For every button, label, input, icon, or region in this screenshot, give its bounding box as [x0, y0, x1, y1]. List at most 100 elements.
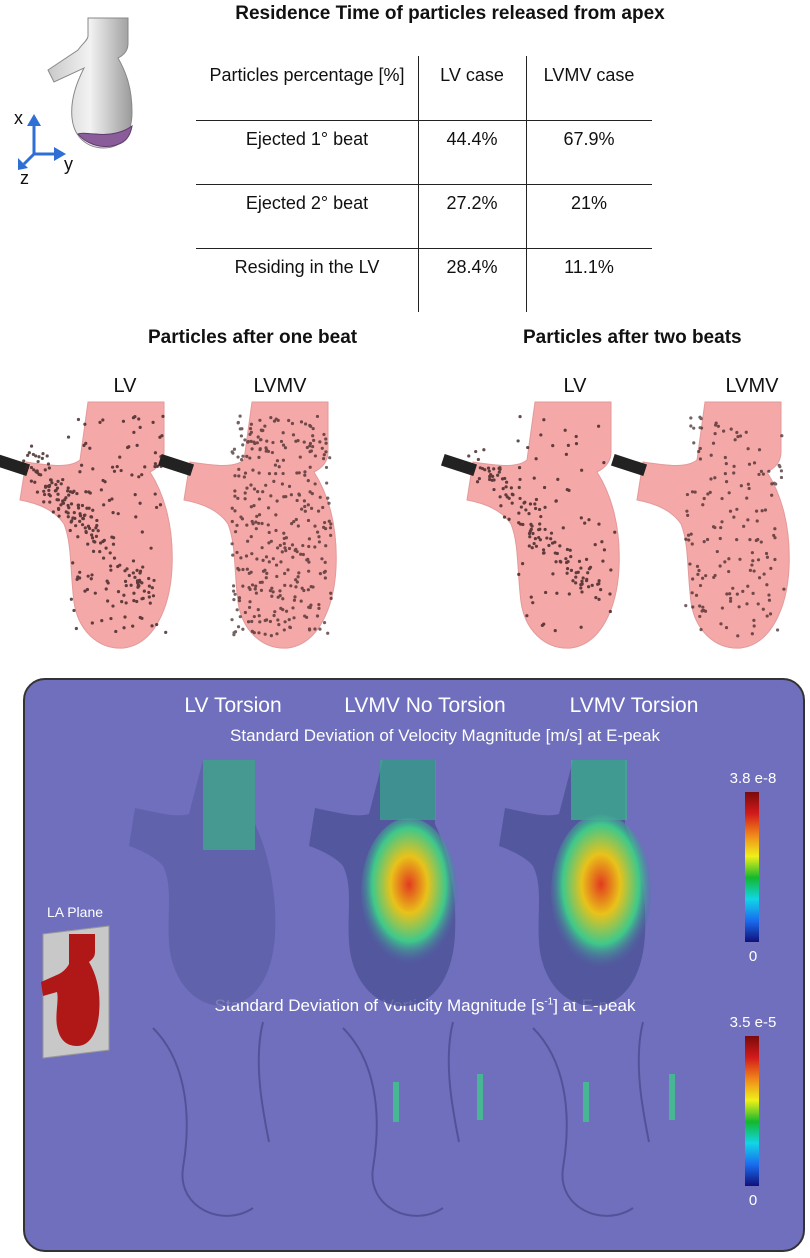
particle-dot [692, 441, 696, 445]
particle-dot [599, 588, 603, 592]
particle-dot [100, 619, 104, 623]
particle-dot [66, 515, 70, 519]
particle-dot [152, 578, 156, 583]
particle-dot [87, 506, 91, 510]
particle-dot [276, 595, 280, 599]
particle-dot [274, 417, 278, 421]
particle-dot [89, 577, 93, 581]
flow-maps [129, 760, 675, 1217]
particle-dot [93, 591, 97, 595]
particle-dot [232, 589, 236, 593]
col-lvmv-no-torsion: LVMV No Torsion [344, 694, 506, 717]
particle-dot [581, 576, 585, 580]
particle-dot [718, 564, 722, 568]
particle-dot [750, 632, 754, 636]
particle-dot [689, 532, 693, 536]
particle-dot [48, 500, 52, 504]
particle-dot [123, 569, 127, 573]
particle-dot [684, 537, 688, 541]
particle-dot [496, 473, 500, 477]
particle-dot [751, 559, 755, 563]
particle-dot [478, 466, 482, 470]
particle-dot [270, 450, 275, 455]
particle-dot [284, 549, 288, 553]
particle-dot [775, 628, 780, 632]
particle-dot [736, 435, 740, 439]
particle-dot [549, 531, 554, 535]
particle-dot [291, 555, 295, 559]
particle-dot [137, 584, 141, 588]
particle-dot [154, 505, 159, 510]
particle-dot [243, 471, 248, 475]
particle-dot [311, 426, 315, 431]
particle-dot [507, 517, 511, 521]
particle-dot [239, 458, 244, 462]
particle-dot [258, 620, 262, 624]
particle-dot [101, 478, 105, 483]
particle-dot [696, 572, 700, 576]
particle-dot [29, 444, 34, 448]
particle-dot [254, 584, 258, 588]
particle-dot [321, 457, 326, 461]
particle-dot [523, 500, 527, 504]
particle-dot [254, 527, 258, 531]
particle-dot [43, 468, 47, 472]
particle-dot [701, 503, 705, 507]
particle-dot [274, 472, 278, 476]
particle-dot [131, 571, 135, 575]
particle-dot [110, 535, 114, 539]
particle-dot [302, 588, 306, 593]
particle-dot [541, 548, 546, 552]
particle-dot [539, 514, 543, 519]
heart-model-icon [47, 17, 133, 149]
particle-dot [75, 491, 79, 496]
particle-dot [147, 584, 151, 588]
particle-dot [261, 490, 265, 494]
particle-dot [283, 546, 287, 550]
particle-dot [752, 618, 756, 622]
particle-dot [279, 606, 283, 610]
particle-dot [55, 498, 59, 502]
particle-dot [742, 524, 746, 528]
label-lvmv: LVMV [253, 375, 307, 397]
particle-dot [580, 579, 584, 583]
particle-dot [509, 486, 513, 490]
particle-dot [719, 622, 723, 626]
particle-dot [239, 434, 244, 438]
particle-dot [728, 509, 733, 513]
particle-dot [713, 573, 717, 578]
particle-dot [230, 506, 234, 510]
particle-dot [132, 591, 136, 595]
particle-dot [738, 434, 743, 438]
particle-dot [233, 530, 238, 534]
label-lv: LV [113, 375, 137, 397]
particle-dot [725, 592, 729, 596]
particle-dot [274, 528, 278, 533]
particle-dot [532, 476, 536, 480]
particle-dot [608, 609, 612, 614]
particle-dot [37, 455, 41, 459]
particle-dot [140, 473, 144, 477]
particle-dot [236, 455, 240, 459]
particle-dot [61, 477, 65, 482]
particle-dot [290, 543, 295, 547]
particle-dot [56, 492, 60, 496]
particle-dot [69, 502, 74, 506]
particle-dot [305, 445, 309, 450]
particle-dot [752, 569, 756, 573]
particle-dot [153, 492, 157, 496]
particle-dot [260, 521, 264, 526]
particle-dot [76, 506, 81, 510]
particle-dot [525, 614, 529, 618]
particle-dot [42, 500, 46, 504]
particle-dot [59, 503, 63, 507]
particle-dot [111, 604, 115, 608]
axis-y-label: y [64, 154, 73, 174]
particle-dot [293, 595, 297, 599]
particle-dot [518, 477, 522, 482]
particle-dot [498, 495, 502, 499]
particle-dot [245, 454, 249, 458]
particle-dot [289, 584, 293, 588]
particle-dot [308, 449, 312, 454]
particle-dot [303, 504, 307, 509]
